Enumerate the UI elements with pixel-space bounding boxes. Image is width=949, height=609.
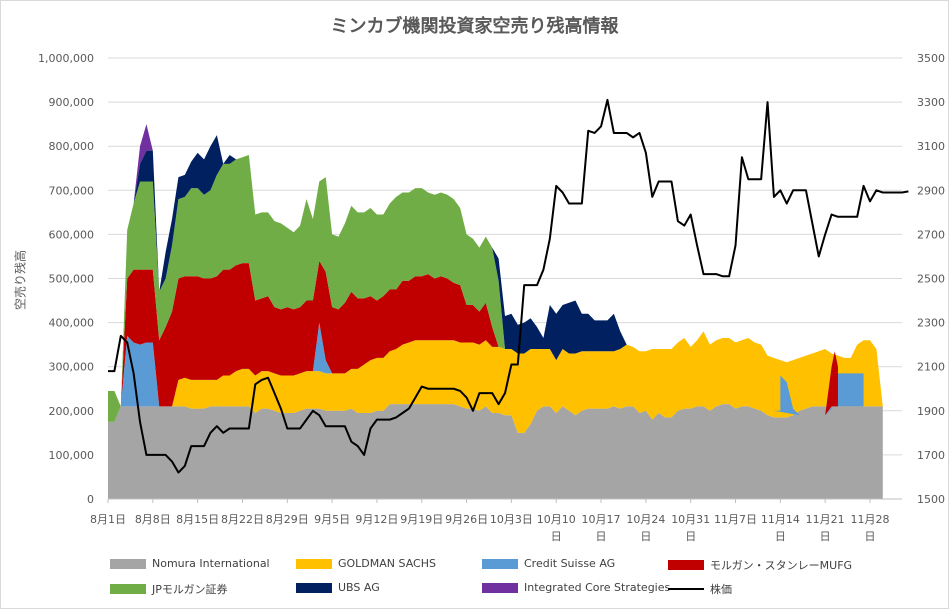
- area-series: [108, 260, 883, 422]
- legend-swatch: [668, 560, 704, 570]
- area-patch: [825, 351, 838, 416]
- x-tick-label: 日: [775, 530, 786, 543]
- y-tick-label: 400,000: [49, 317, 95, 330]
- legend-item: 株価: [668, 581, 732, 597]
- y2-tick-label: 2500: [917, 273, 945, 286]
- x-tick-label: 10月17: [582, 513, 621, 526]
- y-tick-label: 900,000: [49, 96, 95, 109]
- legend-swatch: [482, 558, 518, 569]
- legend-swatch: [668, 588, 704, 590]
- x-tick-label: 11月14: [761, 513, 800, 526]
- x-tick-label: 10月10: [537, 513, 576, 526]
- y2-tick-label: 2100: [917, 361, 945, 374]
- legend-swatch: [110, 584, 146, 594]
- x-tick-label: 10月31: [671, 513, 710, 526]
- y-tick-label: 300,000: [49, 361, 95, 374]
- legend-label: JPモルガン証券: [152, 583, 228, 596]
- x-tick-label: 日: [685, 530, 696, 543]
- legend-item: Credit Suisse AG: [482, 557, 615, 570]
- legend-swatch: [296, 558, 332, 569]
- legend-swatch: [110, 558, 146, 569]
- legend-item: Integrated Core Strategies: [482, 581, 670, 594]
- y-tick-label: 100,000: [49, 449, 95, 462]
- y-tick-label: 700,000: [49, 184, 95, 197]
- price-line: [108, 98, 909, 474]
- y2-tick-label: 2900: [917, 184, 945, 197]
- y2-tick-label: 1700: [917, 449, 945, 462]
- x-tick-label: 日: [640, 530, 651, 543]
- legend-item: Nomura International: [110, 557, 270, 570]
- x-tick-label: 8月1日: [90, 513, 126, 526]
- legend-item: UBS AG: [296, 581, 380, 594]
- x-tick-label: 10月3日: [490, 513, 533, 526]
- area-series: [108, 404, 883, 499]
- x-tick-label: 8月8日: [135, 513, 171, 526]
- y-tick-label: 600,000: [49, 228, 95, 241]
- x-tick-label: 日: [820, 530, 831, 543]
- x-tick-label: 9月26日: [445, 513, 488, 526]
- y-tick-label: 800,000: [49, 140, 95, 153]
- legend-label: Nomura International: [152, 557, 270, 570]
- area-series: [108, 331, 883, 433]
- x-tick-label: 8月22日: [221, 513, 264, 526]
- y-tick-label: 1,000,000: [38, 52, 94, 65]
- legend-label: Integrated Core Strategies: [524, 581, 671, 594]
- x-tick-label: 8月15日: [176, 513, 219, 526]
- legend-label: UBS AG: [338, 581, 380, 594]
- y2-tick-label: 1500: [917, 493, 945, 506]
- y2-tick-label: 2700: [917, 228, 945, 241]
- legend-swatch: [296, 582, 332, 593]
- x-tick-label: 10月24: [626, 513, 665, 526]
- legend-label: GOLDMAN SACHS: [338, 557, 436, 570]
- x-tick-label: 日: [864, 530, 875, 543]
- y2-tick-label: 2300: [917, 317, 945, 330]
- legend: Nomura International GOLDMAN SACHS Credit …: [110, 557, 910, 603]
- y2-tick-label: 3300: [917, 96, 945, 109]
- legend-item: モルガン・スタンレーMUFG: [668, 557, 852, 573]
- x-tick-label: 9月19日: [400, 513, 443, 526]
- area-series: [108, 155, 883, 422]
- area-patch: [773, 375, 800, 416]
- chart-title: ミンカブ機関投資家空売り残高情報: [330, 16, 619, 37]
- legend-label: 株価: [710, 583, 732, 596]
- y-tick-label: 500,000: [49, 273, 95, 286]
- y-tick-label: 200,000: [49, 405, 95, 418]
- y2-tick-label: 3500: [917, 52, 945, 65]
- x-tick-label: 11月7日: [714, 513, 757, 526]
- x-tick-label: 8月29日: [266, 513, 309, 526]
- x-tick-label: 11月21: [806, 513, 845, 526]
- legend-swatch: [482, 582, 518, 593]
- y2-tick-label: 1900: [917, 405, 945, 418]
- legend-item: JPモルガン証券: [110, 581, 228, 597]
- legend-item: GOLDMAN SACHS: [296, 557, 436, 570]
- legend-label: Credit Suisse AG: [524, 557, 616, 570]
- x-tick-label: 9月5日: [314, 513, 350, 526]
- x-tick-label: 日: [596, 530, 607, 543]
- legend-label: モルガン・スタンレーMUFG: [710, 559, 853, 572]
- x-tick-label: 日: [551, 530, 562, 543]
- y-tick-label: 0: [87, 493, 94, 506]
- y2-tick-label: 3100: [917, 140, 945, 153]
- x-tick-label: 9月12日: [355, 513, 398, 526]
- x-tick-label: 11月28: [850, 513, 889, 526]
